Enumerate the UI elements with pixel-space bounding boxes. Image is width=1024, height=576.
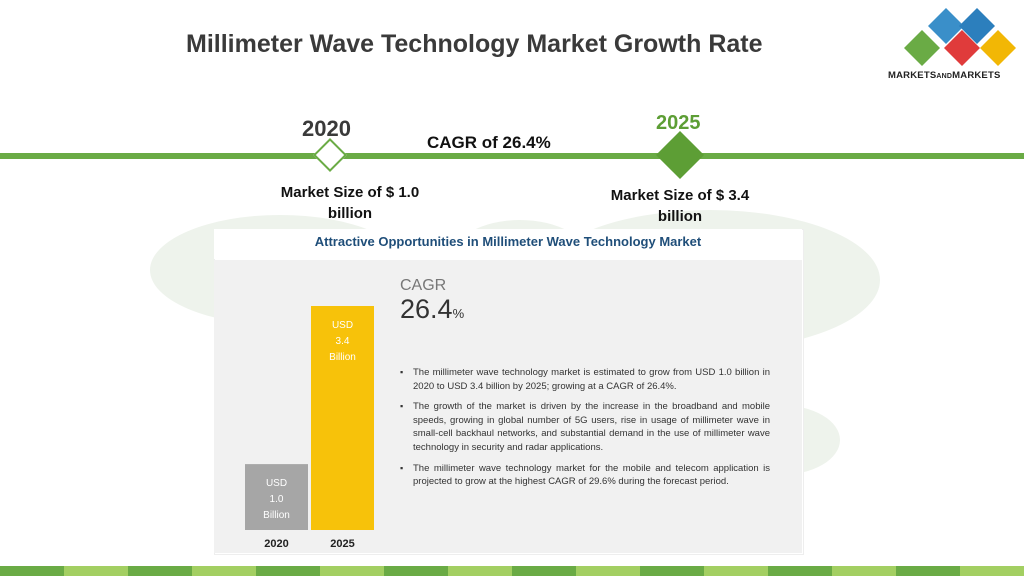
footer-strip-segment [960,566,1024,576]
footer-strip-segment [512,566,576,576]
footer-color-strip [0,566,1024,576]
footer-strip-segment [320,566,384,576]
logo-blue-diamond [928,8,964,44]
bar-data-label: 1.0 [270,494,284,505]
bar-2020 [245,464,308,530]
footer-strip-segment [896,566,960,576]
panel-header [214,229,802,259]
logo-green-diamond [904,30,940,66]
bullet-item: The millimeter wave technology market fo… [400,462,770,489]
panel-cagr-number: 26.4 [400,294,453,324]
panel-cagr-word: CAGR [400,277,447,294]
footer-strip-segment [0,566,64,576]
logo-blue-diamond-right [959,8,995,44]
bar-data-label: USD [266,478,287,489]
timeline-end-year: 2025 [656,112,701,134]
panel-title: Attractive Opportunities in Millimeter W… [314,234,702,249]
footer-strip-segment [704,566,768,576]
bullet-item: The millimeter wave technology market is… [400,366,770,393]
footer-strip-segment [576,566,640,576]
timeline-start-year: 2020 [302,116,351,141]
x-tick-label: 2020 [264,538,288,550]
footer-strip-segment [128,566,192,576]
bar-2025 [311,306,374,530]
bar-data-label: Billion [329,352,356,363]
footer-strip-segment [256,566,320,576]
timeline-bar [0,153,1024,159]
page-title: Millimeter Wave Technology Market Growth… [186,30,763,58]
bar-data-label: USD [332,320,353,331]
timeline-end-marker [655,130,705,180]
timeline-start-marker [313,138,347,172]
bar-data-label: Billion [263,510,290,521]
footer-strip-segment [384,566,448,576]
footer-strip-segment [448,566,512,576]
footer-strip-segment [640,566,704,576]
timeline-cagr-label: CAGR of 26.4% [427,133,551,152]
bar-data-label: 3.4 [336,336,350,347]
end-market-size: Market Size of $ 3.4 billion [610,187,750,225]
bullet-item: The growth of the market is driven by th… [400,400,770,454]
footer-strip-segment [832,566,896,576]
x-tick-label: 2025 [330,538,354,550]
logo-yellow-diamond [980,30,1016,66]
logo-text: MARKETSANDMARKETS [888,70,1001,81]
logo-red-diamond [944,30,980,66]
panel-cagr-value: 26.4% [400,294,464,325]
footer-strip-segment [192,566,256,576]
footer-strip-segment [64,566,128,576]
panel-bullet-list: The millimeter wave technology market is… [400,366,770,496]
markets-and-markets-logo [904,8,1016,66]
start-market-size: Market Size of $ 1.0 billion [280,184,420,222]
panel-cagr-unit: % [452,306,465,321]
footer-strip-segment [768,566,832,576]
market-size-bar-chart: USD 1.0 Billion 2020 USD 3.4 Billion 2025 [245,306,374,550]
